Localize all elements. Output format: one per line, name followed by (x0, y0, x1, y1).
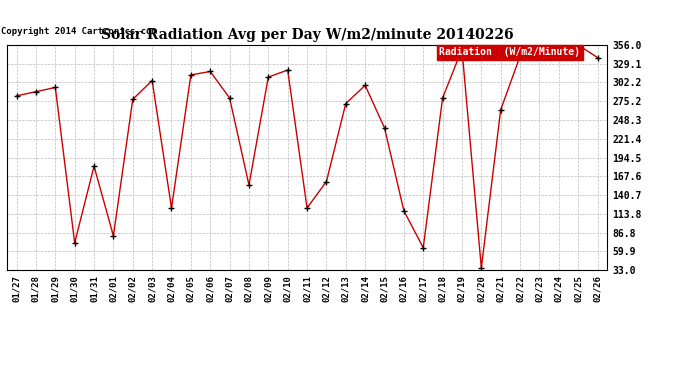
Text: Radiation  (W/m2/Minute): Radiation (W/m2/Minute) (439, 47, 580, 57)
Title: Solar Radiation Avg per Day W/m2/minute 20140226: Solar Radiation Avg per Day W/m2/minute … (101, 28, 513, 42)
Text: Copyright 2014 Cartronics.com: Copyright 2014 Cartronics.com (1, 27, 157, 36)
